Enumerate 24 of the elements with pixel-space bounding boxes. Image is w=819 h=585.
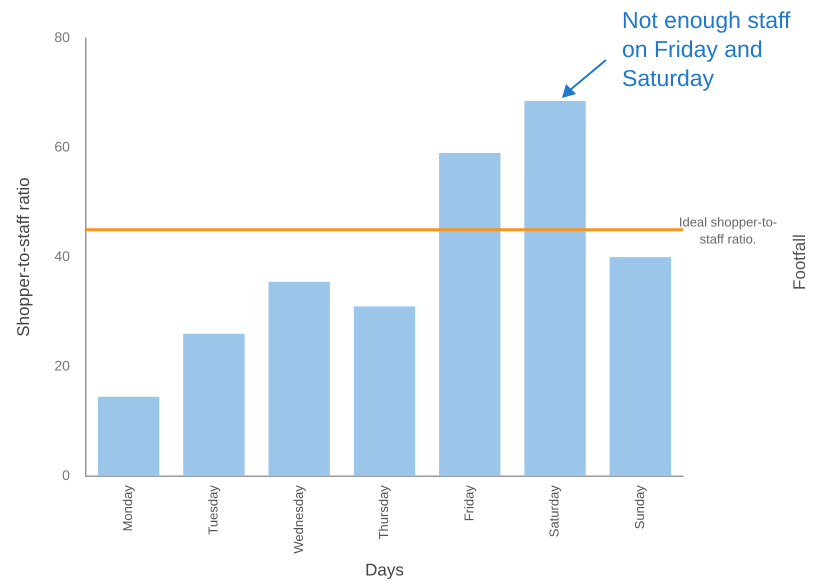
annotation: Not enough staff on Friday and Saturday — [622, 6, 792, 93]
y-tick-label: 20 — [54, 358, 70, 374]
x-tick-label: Wednesday — [290, 484, 306, 554]
y-tick-label: 60 — [54, 138, 70, 154]
ref-line-label: Ideal shopper-to-staff ratio. — [678, 214, 778, 247]
x-tick-label: Monday — [120, 484, 136, 532]
bar — [524, 100, 586, 476]
y-tick-label: 40 — [54, 248, 70, 264]
bar — [183, 334, 245, 476]
x-axis-title: Days — [365, 560, 404, 580]
bar — [98, 396, 160, 476]
x-tick-label: Tuesday — [205, 484, 220, 535]
y-tick-label: 0 — [62, 467, 70, 484]
x-tick-label: Thursday — [376, 484, 392, 540]
bar — [439, 153, 500, 476]
y-tick-label: 80 — [54, 28, 70, 45]
y-axis-title: Shopper-to-staff ratio — [14, 177, 33, 337]
text: Footfall — [790, 234, 810, 290]
x-tick-label: Friday — [461, 484, 476, 522]
bar — [610, 257, 672, 476]
x-tick-label: Saturday — [546, 484, 562, 538]
bar — [354, 306, 416, 476]
bar — [268, 282, 330, 476]
x-tick-label: Sunday — [632, 484, 647, 530]
